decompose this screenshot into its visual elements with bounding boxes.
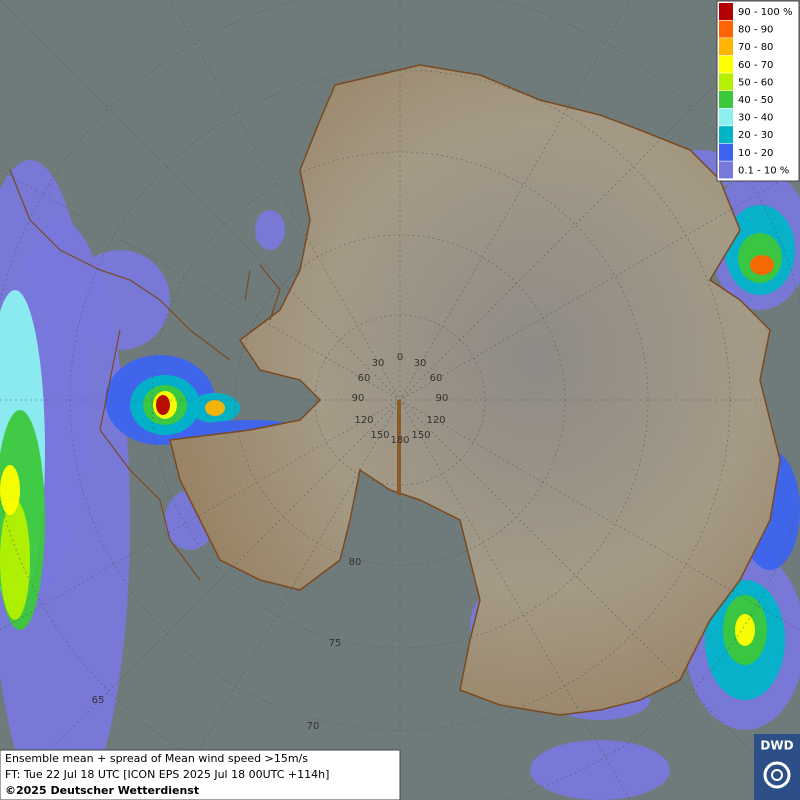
longitude-label: 90 xyxy=(352,393,365,404)
peninsula xyxy=(9,169,281,581)
legend-swatch xyxy=(719,20,733,38)
legend-label: 20 - 30 xyxy=(738,130,773,141)
wind-area xyxy=(70,250,170,350)
legend-swatch xyxy=(719,38,733,56)
logo-box xyxy=(754,734,800,800)
longitude-label: 0 xyxy=(397,352,403,363)
longitude-label: 60 xyxy=(430,373,443,384)
legend-label: 70 - 80 xyxy=(738,42,773,53)
legend-label: 10 - 20 xyxy=(738,148,773,159)
legend-label: 0.1 - 10 % xyxy=(738,165,789,176)
wind-area xyxy=(205,400,225,416)
logo-text: DWD xyxy=(760,739,793,753)
caption-line: ©2025 Deutscher Wetterdienst xyxy=(5,784,199,797)
longitude-label: 150 xyxy=(411,430,430,441)
legend: 90 - 100 % 80 - 90 70 - 80 60 - 70 50 - 60 40… xyxy=(716,0,800,182)
legend-swatch xyxy=(719,126,733,144)
legend-label: 60 - 70 xyxy=(738,60,773,71)
longitude-label: 30 xyxy=(372,358,385,369)
logo-swirl xyxy=(763,761,791,789)
longitude-label: 90 xyxy=(436,393,449,404)
longitude-label: 180 xyxy=(390,435,409,446)
legend-swatch xyxy=(719,108,733,126)
legend-swatch xyxy=(719,55,733,73)
wind-area xyxy=(0,500,30,620)
latitude-label: 65 xyxy=(92,695,105,706)
caption-box xyxy=(0,749,401,800)
legend-label: 40 - 50 xyxy=(738,95,773,106)
legend-swatch xyxy=(719,91,733,108)
legend-label: 80 - 90 xyxy=(738,25,773,36)
caption-line: FT: Tue 22 Jul 18 UTC [ICON EPS 2025 Jul… xyxy=(5,768,329,781)
wind-area xyxy=(750,255,774,275)
legend-swatch xyxy=(719,3,733,20)
legend-label: 50 - 60 xyxy=(738,77,773,88)
wind-area xyxy=(530,740,670,800)
logo: DWD xyxy=(754,734,800,800)
longitude-label: 30 xyxy=(414,358,427,369)
longitude-label: 120 xyxy=(354,415,373,426)
wind-area xyxy=(156,395,170,415)
wind-area xyxy=(255,210,285,250)
legend-swatch xyxy=(719,143,733,161)
legend-label: 90 - 100 % xyxy=(738,7,792,18)
caption: Ensemble mean + spread of Mean wind spee… xyxy=(0,749,401,800)
latitude-label: 70 xyxy=(307,721,320,732)
latitude-label: 80 xyxy=(349,557,362,568)
longitude-label: 120 xyxy=(426,415,445,426)
legend-swatch xyxy=(719,73,733,91)
latitude-label: 75 xyxy=(329,638,342,649)
longitude-label: 150 xyxy=(370,430,389,441)
caption-line: Ensemble mean + spread of Mean wind spee… xyxy=(5,752,308,765)
legend-label: 30 - 40 xyxy=(738,113,773,124)
legend-swatch xyxy=(719,161,733,179)
logo-swirl xyxy=(771,769,783,781)
meridian-marker xyxy=(397,400,401,495)
longitude-label: 60 xyxy=(358,373,371,384)
wind-area xyxy=(0,465,20,515)
antarctica xyxy=(169,64,781,716)
wind-area xyxy=(735,614,755,646)
